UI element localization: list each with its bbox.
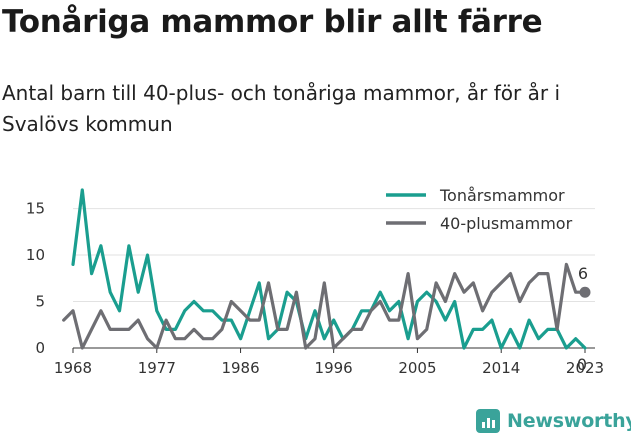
x-tick-label: 2014: [482, 359, 520, 377]
y-tick-label: 10: [26, 246, 45, 264]
x-tick-label: 2005: [398, 359, 436, 377]
legend: Tonårsmammor 40-plusmammor: [386, 186, 573, 233]
legend-label: 40-plusmammor: [440, 214, 573, 233]
x-tick-label: 1977: [138, 359, 176, 377]
y-axis-ticks: 0 5 10 15: [26, 200, 45, 357]
y-tick-label: 15: [26, 200, 45, 218]
brand-logo: Newsworthy: [476, 407, 631, 435]
end-markers: 60: [577, 264, 591, 374]
end-label-tonarsmammor: 0: [577, 355, 587, 374]
series-line-tonarsmammor: [71, 188, 587, 350]
chart-subtitle: Antal barn till 40-plus- och tonåriga ma…: [2, 81, 561, 136]
series-lines: [62, 188, 587, 350]
end-label-40-plusmammor: 6: [578, 264, 588, 283]
y-tick-label: 5: [35, 293, 45, 311]
legend-label: Tonårsmammor: [439, 186, 565, 205]
x-axis: 1968 1977 1986 1996 2005 2014 2023: [54, 347, 604, 377]
x-tick-label: 1996: [315, 359, 353, 377]
brand-name: Newsworthy: [507, 410, 631, 432]
chart-title: Tonåriga mammor blir allt färre: [2, 4, 543, 40]
x-tick-label: 1986: [221, 359, 259, 377]
newsworthy-icon: [476, 409, 500, 433]
end-point-40-plusmammor: [579, 286, 591, 298]
grid-lines: [73, 208, 595, 303]
series-line-40-plusmammor: [62, 262, 587, 350]
x-tick-label: 1968: [54, 359, 92, 377]
x-tick-label: 2023: [566, 359, 604, 377]
y-tick-label: 0: [35, 339, 45, 357]
